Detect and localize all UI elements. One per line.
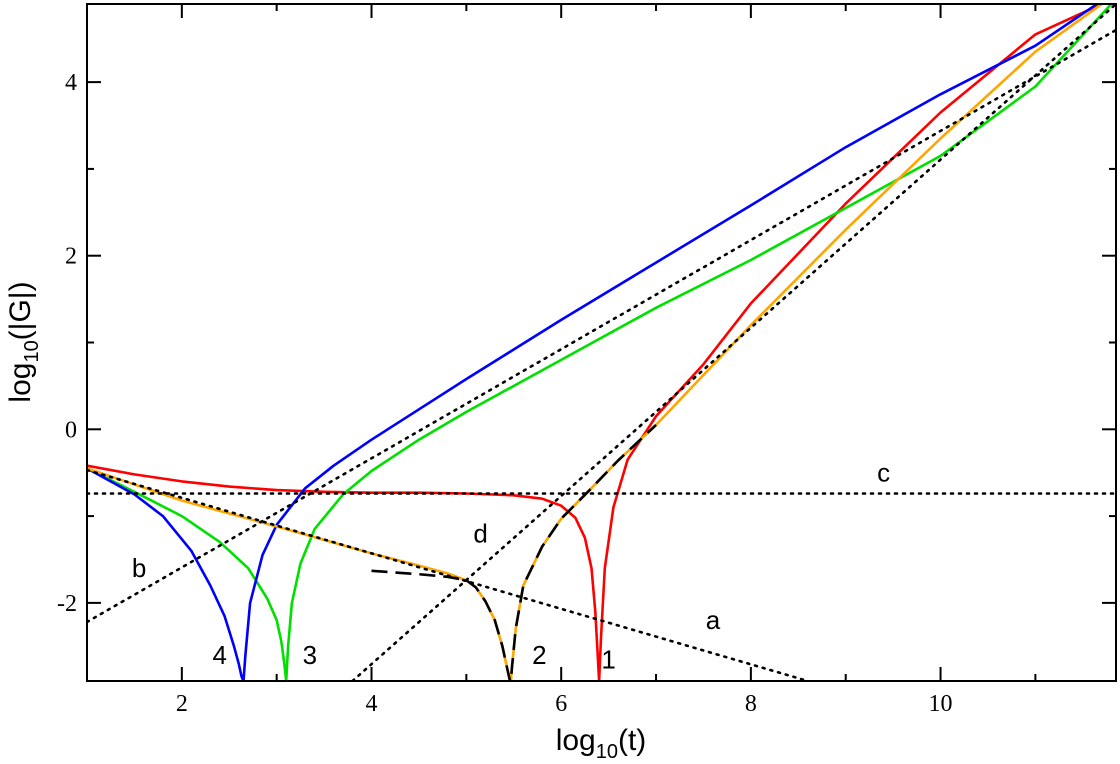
x-tick-label: 10 [929, 691, 953, 717]
curve-annotation-d: d [473, 518, 487, 548]
plot-frame [86, 3, 1117, 682]
series-line-1 [87, 4, 1103, 681]
y-tick-label: 2 [65, 244, 77, 270]
series-line-7 [87, 28, 1116, 624]
curve-annotation-4: 4 [213, 640, 227, 670]
curve-annotation-1: 1 [601, 644, 615, 674]
curve-annotation-c: c [877, 458, 890, 488]
y-tick-label: -2 [57, 591, 77, 617]
x-tick-label: 6 [555, 691, 567, 717]
curve-annotation-2: 2 [532, 640, 546, 670]
y-tick-label: 0 [65, 417, 77, 443]
curve-annotation-b: b [132, 553, 146, 583]
x-tick-label: 4 [366, 691, 378, 717]
x-tick-label: 8 [745, 691, 757, 717]
series-layer [87, 4, 1116, 681]
series-line-6 [87, 468, 810, 681]
y-axis-title: log10(|G|) [4, 281, 43, 402]
x-tick-label: 2 [176, 691, 188, 717]
x-axis-title: log10(t) [556, 724, 647, 763]
series-line-9 [351, 4, 1116, 681]
series-line-5 [371, 424, 657, 681]
series-line-3 [87, 4, 1098, 681]
series-line-2 [87, 4, 1113, 681]
y-tick-label: 4 [65, 70, 77, 96]
curve-annotation-3: 3 [303, 640, 317, 670]
annotation-layer: a b c d 1 2 3 4 [132, 458, 890, 675]
series-line-4 [87, 4, 1103, 681]
curve-annotation-a: a [706, 605, 721, 635]
